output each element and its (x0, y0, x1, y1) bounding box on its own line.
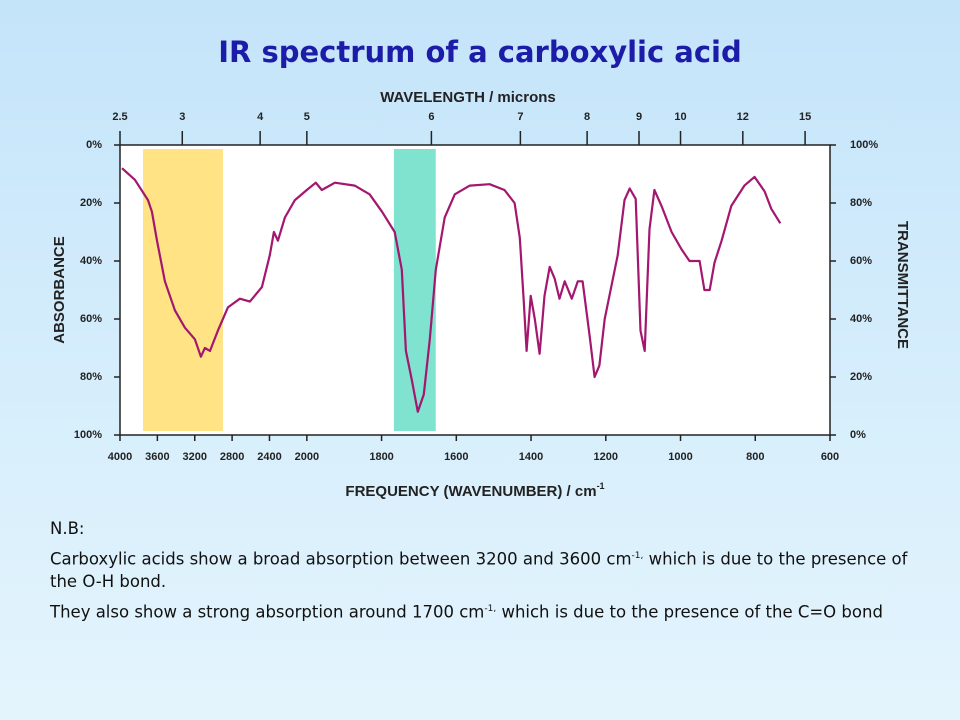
x2-tick-label: 15 (799, 111, 811, 123)
x2-tick-label: 6 (428, 111, 434, 123)
highlight-band (393, 149, 436, 431)
y-tick-label: 80% (80, 371, 102, 383)
note-sup: -1, (484, 603, 497, 614)
x-tick-label: 2000 (295, 451, 319, 463)
x2-tick-label: 5 (304, 111, 310, 123)
note-text: They also show a strong absorption aroun… (50, 602, 485, 621)
note-text: which is due to the presence of the C=O … (496, 602, 883, 621)
y-tick-label: 60% (80, 313, 102, 325)
x2-tick-label: 10 (674, 111, 686, 123)
x-axis-title-text: FREQUENCY (WAVENUMBER) / cm (345, 483, 596, 500)
y2-tick-label: 0% (850, 429, 866, 441)
x2-tick-label: 4 (257, 111, 264, 123)
y2-tick-label: 80% (850, 197, 872, 209)
note-text: Carboxylic acids show a broad absorption… (50, 549, 632, 569)
x-tick-label: 4000 (108, 451, 132, 463)
x-tick-label: 800 (746, 451, 764, 463)
y-tick-label: 40% (80, 255, 102, 267)
y2-tick-label: 100% (850, 139, 878, 151)
x-tick-label: 1600 (444, 451, 468, 463)
plot-area (119, 144, 831, 436)
x2-tick-label: 9 (636, 111, 642, 123)
y-tick-label: 0% (86, 139, 102, 151)
chart: IR spectrum of a carboxylic acid WAVELEN… (51, 35, 911, 500)
x-tick-label: 600 (821, 451, 839, 463)
x-axis-title-sup: -1 (597, 481, 605, 491)
note: They also show a strong absorption aroun… (50, 598, 930, 624)
highlight-band (142, 149, 223, 431)
x2-axis-title: WAVELENGTH / microns (380, 89, 556, 106)
x-axis-title: FREQUENCY (WAVENUMBER) / cm-1 (345, 481, 604, 500)
x2-tick-label: 12 (737, 111, 749, 123)
spectrum-line (121, 167, 782, 413)
x2-tick-label: 3 (179, 111, 185, 123)
y-tick-label: 20% (80, 197, 102, 209)
x-tick-label: 1200 (594, 451, 618, 463)
x-tick-label: 2800 (220, 451, 244, 463)
x-tick-label: 1400 (519, 451, 543, 463)
x-tick-label: 2400 (257, 451, 281, 463)
x-tick-label: 3200 (182, 451, 206, 463)
x-tick-label: 3600 (145, 451, 169, 463)
note-sup: -1, (631, 551, 644, 561)
notes-heading: N.B: (50, 519, 85, 538)
y-axis-title: ABSORBANCE (51, 236, 68, 344)
note-text: which is due to the presence of the O-H … (50, 549, 908, 591)
y2-tick-label: 60% (850, 255, 872, 267)
x-tick-label: 1000 (668, 451, 692, 463)
chart-title: IR spectrum of a carboxylic acid (218, 35, 742, 69)
x2-tick-label: 7 (517, 111, 523, 123)
y2-tick-label: 20% (850, 371, 872, 383)
x2-tick-label: 2.5 (112, 111, 127, 123)
y2-tick-label: 40% (850, 313, 872, 325)
notes: N.B: Carboxylic acids show a broad absor… (50, 518, 930, 628)
x-tick-label: 1800 (369, 451, 393, 463)
note: Carboxylic acids show a broad absorption… (50, 545, 930, 593)
x2-tick-label: 8 (584, 111, 590, 123)
y-tick-label: 100% (74, 429, 102, 441)
y2-axis-title: TRANSMITTANCE (894, 221, 911, 349)
